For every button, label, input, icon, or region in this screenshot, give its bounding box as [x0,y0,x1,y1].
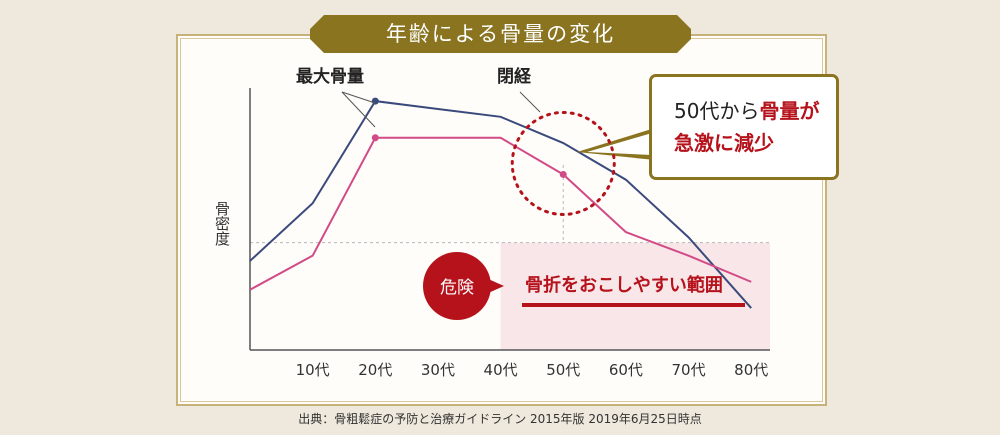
x-tick-label: 50代 [546,361,580,379]
title-banner: 年齢による骨量の変化 [310,15,691,53]
peak-label: 最大骨量 [296,66,364,87]
callout-text-3: 急激に減少 [674,131,774,155]
danger-badge-pointer [486,278,504,294]
x-tick-label: 10代 [296,361,330,379]
y-axis-label: 骨密度 [213,201,231,246]
danger-badge-label: 危険 [440,278,474,298]
menopause-label: 閉経 [497,66,532,87]
x-tick-label: 40代 [484,361,518,379]
menopause-label-leader [519,91,541,113]
callout-text-1: 50代から [674,99,760,123]
callout-text-2: 骨量が [759,99,820,123]
series-point-upper [371,97,379,105]
series-point-lower [559,170,567,178]
danger-zone [500,242,770,350]
x-tick-label: 20代 [358,361,392,379]
danger-range-label: 骨折をおこしやすい範囲 [525,274,723,296]
x-tick-label: 70代 [672,361,706,379]
callout-box: 50代から骨量が急激に減少 [649,74,839,180]
series-line-upper [249,100,752,309]
x-tick-label: 30代 [421,361,455,379]
peak-label-leader-1 [341,91,376,104]
menopause-highlight-circle [510,110,616,216]
peak-label-leader-2 [341,91,376,128]
source-note: 出典：骨粗鬆症の予防と治療ガイドライン 2015年版 2019年6月25日時点 [298,412,702,426]
series-line-lower [249,136,752,291]
callout-pointer-inner [587,133,652,155]
series-point-lower [371,134,379,142]
x-tick-label: 60代 [609,361,643,379]
x-tick-label: 80代 [734,361,768,379]
danger-badge [423,252,491,320]
